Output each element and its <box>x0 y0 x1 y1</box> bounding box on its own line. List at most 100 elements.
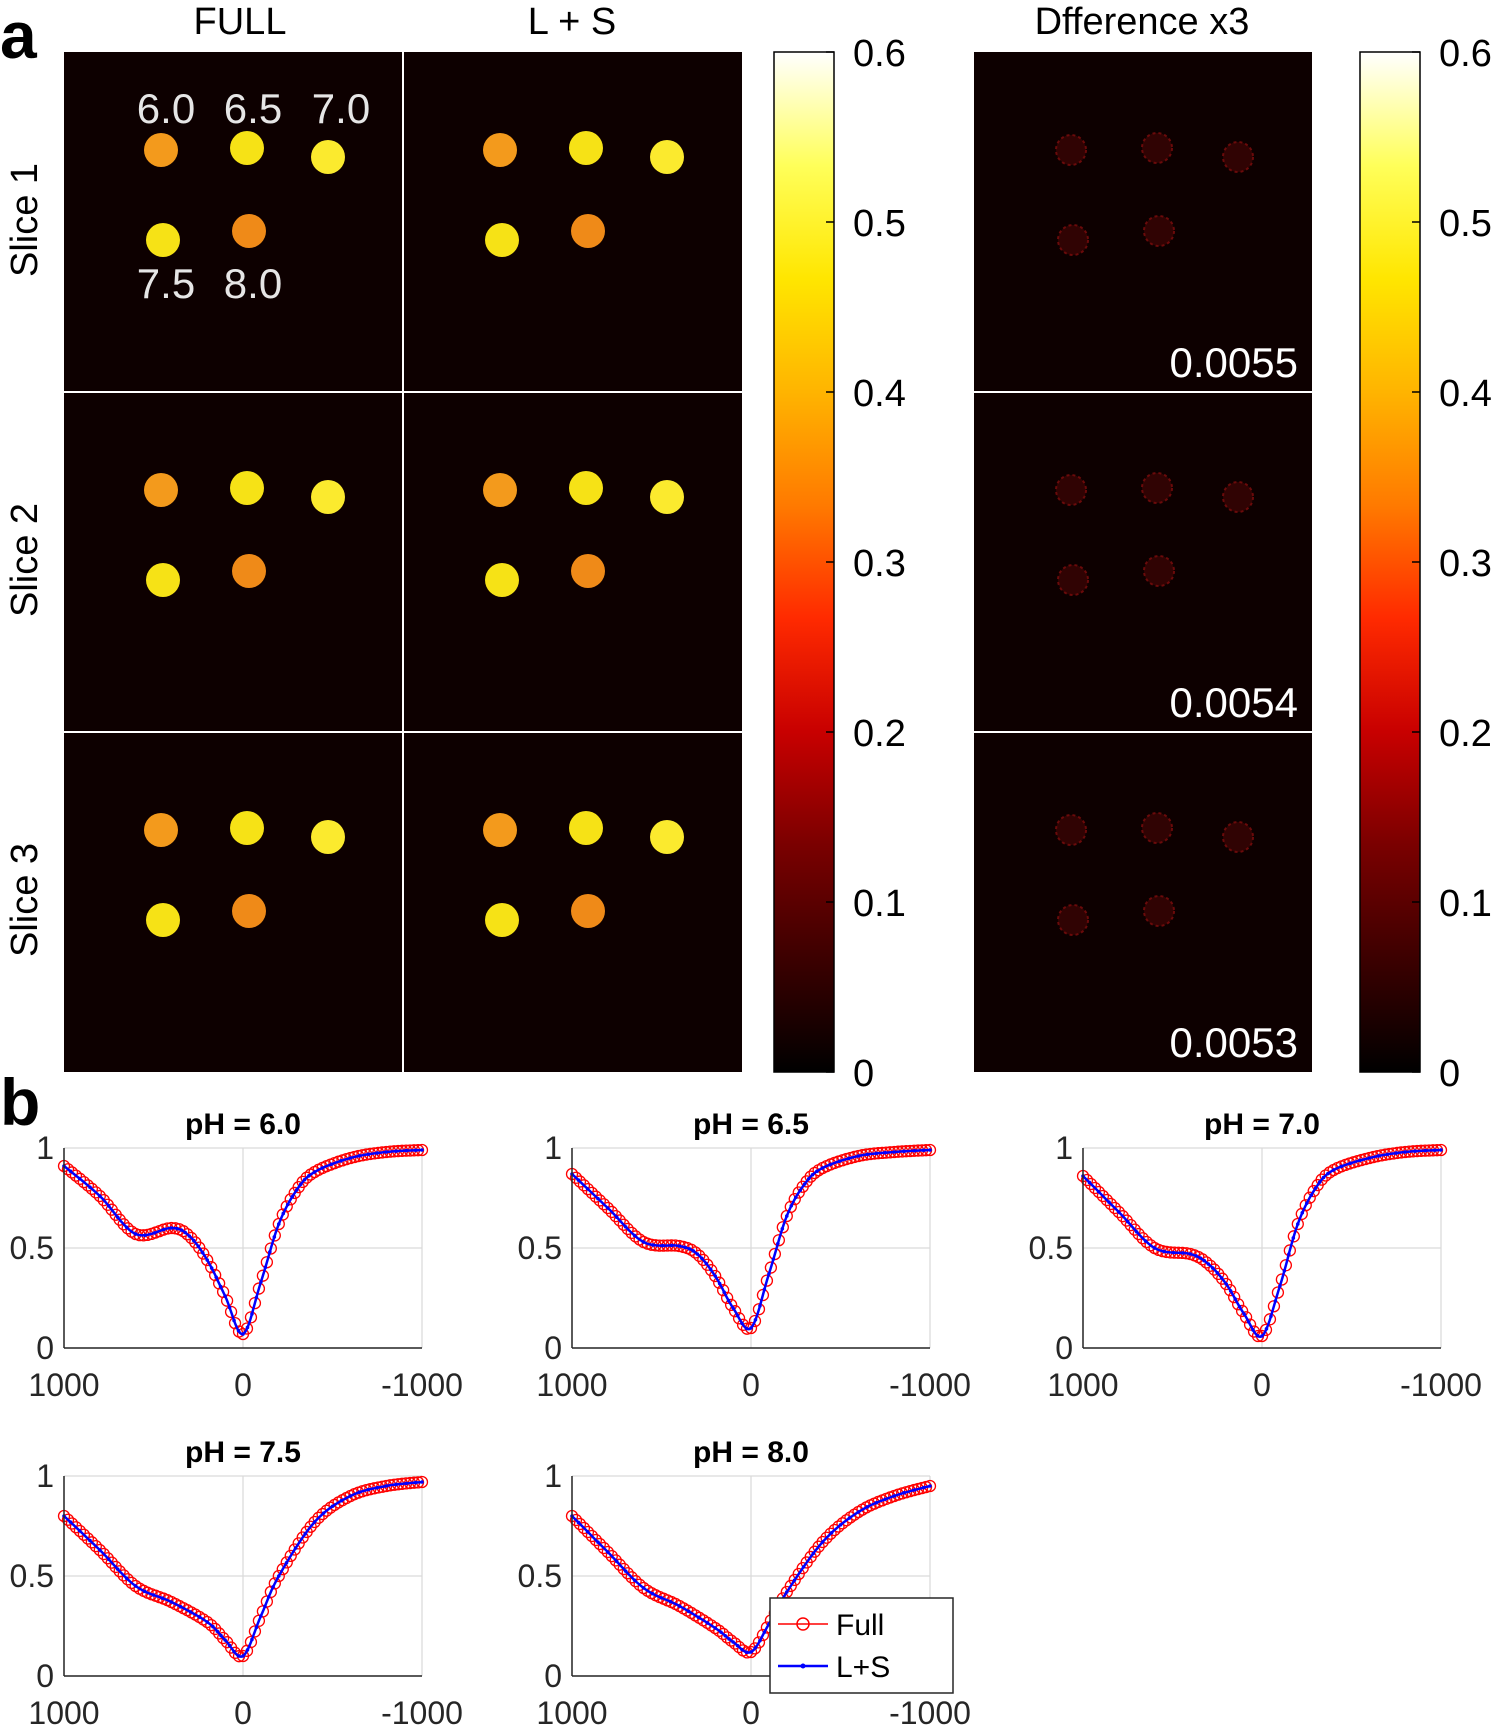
ls-point <box>699 1256 704 1261</box>
full-marker <box>1220 1277 1233 1291</box>
full-marker <box>272 1569 285 1583</box>
ls-point <box>268 1250 272 1254</box>
ls-point <box>606 1206 610 1210</box>
phantom-spot <box>232 214 266 248</box>
full-marker <box>613 1214 626 1227</box>
full-marker <box>185 1231 198 1245</box>
phantom-spot <box>311 140 345 174</box>
full-marker <box>69 1169 83 1182</box>
full-marker <box>804 1170 817 1183</box>
full-marker <box>764 1261 778 1274</box>
ls-point <box>98 1548 102 1552</box>
full-marker <box>748 1642 762 1655</box>
ph-label-7-0: 7.0 <box>312 85 370 132</box>
ls-point <box>294 1188 299 1192</box>
full-marker <box>1124 1218 1137 1232</box>
y-tick-label: 1 <box>544 1130 562 1166</box>
full-marker <box>268 1229 281 1242</box>
phantom-spots <box>144 131 1254 937</box>
full-marker <box>125 1576 138 1589</box>
ls-point <box>348 1156 353 1160</box>
ls-point <box>669 1243 674 1248</box>
x-tick-label: 0 <box>742 1695 760 1731</box>
ls-point <box>1385 1152 1390 1157</box>
ls-point <box>576 1178 581 1182</box>
y-tick-label: 0.5 <box>10 1230 54 1266</box>
ls-point <box>856 1154 861 1158</box>
ls-point <box>1198 1256 1203 1260</box>
x-tick-label: -1000 <box>889 1367 971 1403</box>
full-marker <box>97 1547 110 1561</box>
full-marker <box>621 1567 634 1580</box>
ls-point <box>320 1166 325 1170</box>
ls-point <box>302 1177 307 1182</box>
full-marker <box>625 1571 638 1584</box>
full-marker <box>1084 1177 1098 1191</box>
ls-point <box>660 1243 665 1248</box>
ls-point <box>719 1630 723 1634</box>
colorbar-1-tick-label: 0.6 <box>853 33 906 75</box>
colorbar-1-tick-label: 0 <box>853 1053 874 1095</box>
ls-point <box>263 1265 268 1270</box>
y-tick-label: 0 <box>36 1658 54 1694</box>
ls-point <box>266 1595 271 1599</box>
full-marker <box>689 1246 702 1259</box>
full-marker <box>284 1549 297 1563</box>
difference-spot <box>1222 821 1254 853</box>
full-marker <box>772 1234 785 1247</box>
full-marker <box>61 1163 75 1176</box>
ls-point <box>785 1590 789 1594</box>
full-marker <box>752 1303 766 1316</box>
ls-point <box>1246 1319 1251 1324</box>
y-tick-label: 0 <box>544 1658 562 1694</box>
full-marker <box>756 1628 770 1642</box>
phantom-spot <box>650 140 684 174</box>
full-marker <box>1303 1191 1316 1204</box>
x-tick-label: -1000 <box>1400 1367 1482 1403</box>
colorbar-2-tick-label: 0.2 <box>1439 713 1492 755</box>
full-marker <box>1196 1253 1209 1266</box>
ls-point <box>1215 1270 1220 1275</box>
ls-point <box>677 1604 682 1608</box>
panel-label-b: b <box>0 1065 40 1139</box>
ls-point <box>1282 1268 1287 1273</box>
phantom-spot <box>230 131 264 165</box>
difference-spot <box>1057 904 1089 936</box>
colorbar-1-tick-label: 0.2 <box>853 713 906 755</box>
phantom-spot <box>146 223 180 257</box>
ls-point <box>722 1290 726 1294</box>
ls-point <box>321 1511 326 1515</box>
full-marker <box>617 1562 630 1576</box>
ls-point <box>785 1214 789 1218</box>
full-marker <box>573 1517 587 1531</box>
ls-point <box>865 1505 870 1509</box>
phantom-spot <box>485 223 519 257</box>
ls-point <box>838 1523 843 1527</box>
full-marker <box>101 1552 114 1565</box>
full-marker <box>613 1558 626 1571</box>
full-marker <box>1299 1199 1312 1212</box>
ls-point <box>200 1250 205 1255</box>
full-marker <box>89 1186 102 1199</box>
full-marker <box>280 1200 293 1213</box>
colorbar-2-tick-label: 0.6 <box>1439 33 1492 75</box>
full-marker <box>629 1575 642 1588</box>
phantom-spot <box>146 903 180 937</box>
full-marker <box>1104 1197 1117 1211</box>
ls-point <box>651 1243 655 1247</box>
full-marker <box>212 1627 226 1640</box>
ls-point <box>152 1231 157 1235</box>
full-marker <box>117 1218 130 1231</box>
full-marker <box>93 1189 106 1203</box>
ls-point <box>245 1325 250 1330</box>
colorbar-2-tick-label: 0 <box>1439 1053 1460 1095</box>
full-marker <box>569 1513 583 1527</box>
ls-point <box>124 1576 129 1581</box>
ls-point <box>271 1585 275 1589</box>
full-marker <box>724 1298 738 1312</box>
full-marker <box>61 1513 75 1526</box>
ls-point <box>683 1245 687 1250</box>
full-marker <box>748 1314 762 1328</box>
full-marker <box>105 1556 118 1569</box>
phantom-spot <box>569 471 603 505</box>
